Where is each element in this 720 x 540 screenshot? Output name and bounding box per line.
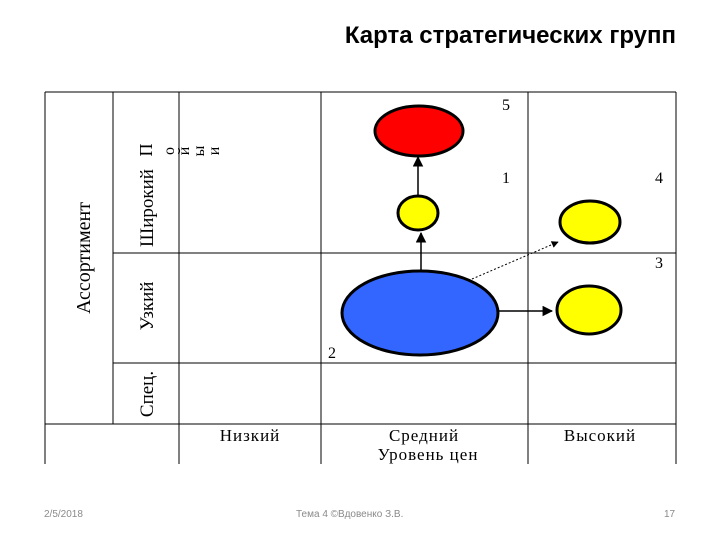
x-category-low: Низкий	[220, 426, 281, 445]
grid-frame	[44, 91, 677, 464]
group-circle-blue	[340, 269, 500, 357]
group-circle-yellow-4	[558, 199, 622, 245]
y-subtitle-letter-5: и	[206, 146, 223, 155]
arrow-blue-to-yellow-4-dashed	[471, 241, 559, 280]
x-category-high: Высокий	[564, 426, 636, 445]
y-subtitle-letter-3: й	[176, 146, 193, 155]
y-axis-title: Ассортимент	[73, 202, 95, 314]
group-label-1: 1	[502, 170, 510, 187]
y-subtitle-letter-1: П	[136, 144, 156, 157]
group-label-3: 3	[655, 255, 663, 272]
group-label-2: 2	[328, 345, 336, 362]
footer-date: 2/5/2018	[44, 509, 83, 520]
footer-page-number: 17	[664, 509, 676, 520]
group-circle-yellow-1	[396, 194, 440, 232]
y-category-special: Спец.	[137, 371, 158, 417]
y-category-narrow: Узкий	[137, 282, 158, 331]
x-axis-title: Уровень цен	[378, 445, 479, 464]
group-label-5: 5	[502, 97, 510, 114]
slide-title: Карта стратегических групп	[344, 22, 676, 49]
x-category-medium: Средний	[389, 426, 459, 445]
group-circle-yellow-3	[555, 284, 623, 336]
group-label-4: 4	[655, 170, 663, 187]
y-category-wide: Широкий	[137, 169, 158, 247]
y-subtitle-letter-2: о	[161, 147, 178, 155]
footer-center: Тема 4 ©Вдовенко З.В.	[296, 509, 404, 520]
y-subtitle-letter-4: ы	[191, 145, 208, 156]
group-circle-red	[373, 104, 465, 158]
